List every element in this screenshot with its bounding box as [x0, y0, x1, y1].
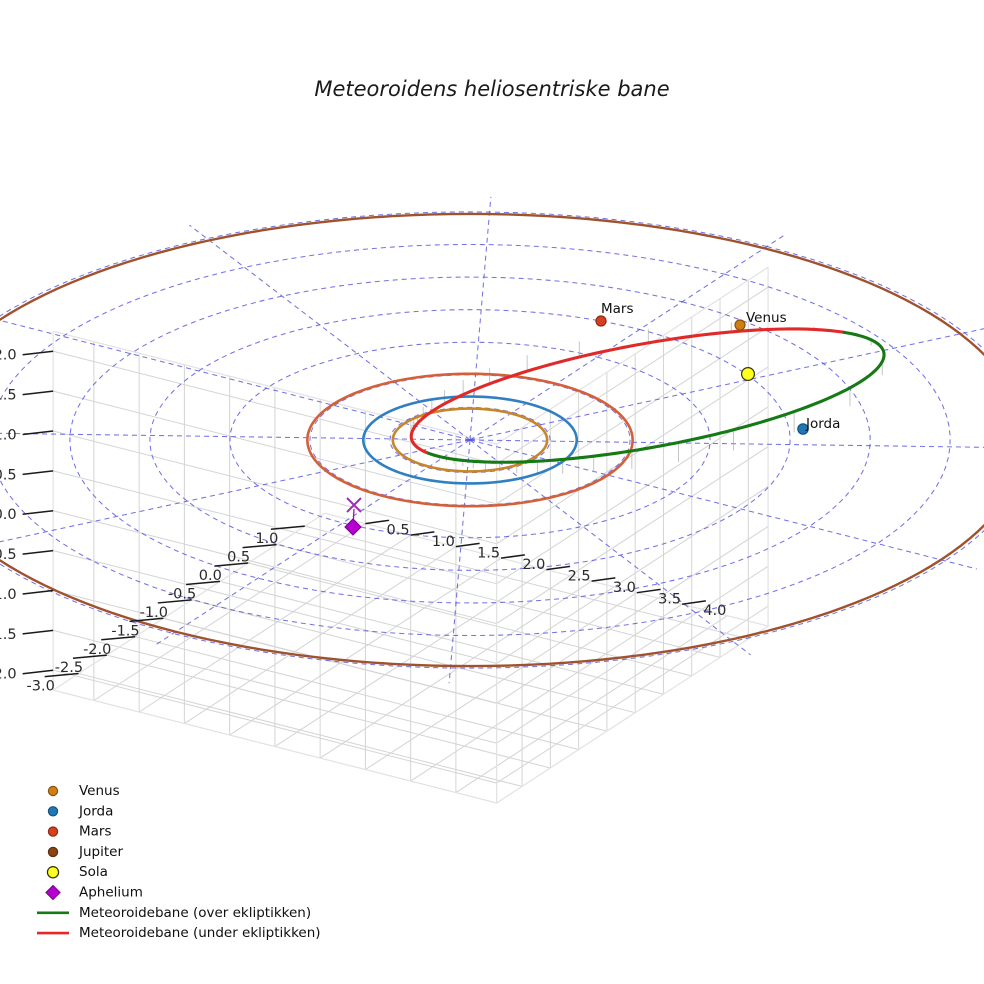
xtick-8: 1.0: [255, 531, 278, 547]
ytick-2: 1.5: [477, 545, 500, 561]
legend-marker-mars: [47, 826, 59, 837]
ztick-5: -0.5: [0, 547, 17, 563]
ytick-5: 3.0: [613, 580, 636, 596]
ztick-2: 1.0: [0, 427, 17, 443]
legend-label-3: Jupiter: [78, 844, 123, 860]
axis-tick-labels: 2.01.51.00.50.0-0.5-1.0-1.5-2.0-3.0-2.5-…: [0, 348, 726, 695]
venus-marker: [734, 319, 746, 331]
planet-orbits: [0, 212, 984, 668]
ytick-1: 1.0: [432, 534, 455, 550]
ztick-7: -1.5: [0, 627, 17, 643]
xtick-1: -2.5: [55, 660, 83, 676]
annotation-mars: Mars: [601, 301, 634, 317]
ztick-8: -2.0: [0, 667, 17, 683]
legend-marker-jupiter: [47, 846, 59, 858]
page-title: Meteoroidens heliosentriske bane: [314, 77, 669, 101]
aphelium-cross-icon: [346, 497, 362, 513]
xtick-5: -0.5: [168, 587, 196, 603]
ztick-0: 2.0: [0, 348, 17, 364]
ytick-4: 2.5: [568, 568, 591, 584]
legend-label-2: Mars: [79, 824, 112, 840]
ztick-6: -1.0: [0, 587, 17, 603]
body-annotations: Mars Venus Jorda: [601, 301, 840, 432]
legend-marker-aphelium: [45, 884, 61, 901]
ztick-1: 1.5: [0, 388, 17, 404]
aphelium-marker: [344, 518, 362, 536]
xtick-4: -1.0: [140, 605, 168, 621]
legend-label-1: Jorda: [78, 803, 113, 819]
sun-marker: [740, 367, 755, 382]
legend-label-6: Meteoroidebane (over ekliptikken): [79, 905, 311, 921]
jorda-marker: [797, 423, 809, 435]
ytick-7: 4.0: [703, 603, 726, 619]
xtick-0: -3.0: [27, 679, 55, 695]
xtick-7: 0.5: [227, 550, 250, 566]
ztick-4: 0.0: [0, 507, 17, 523]
legend-label-0: Venus: [79, 783, 120, 799]
legend-label-7: Meteoroidebane (under ekliptikken): [79, 925, 321, 941]
ytick-6: 3.5: [658, 591, 681, 607]
legend-marker-jorda: [47, 806, 59, 817]
xtick-2: -2.0: [83, 642, 111, 658]
ytick-3: 2.0: [522, 557, 545, 573]
legend-label-5: Aphelium: [79, 885, 143, 901]
legend-marker-sola: [46, 866, 60, 879]
legend: Venus Jorda Mars Jupiter Sola Aphelium Meteoro…: [37, 783, 321, 941]
xtick-6: 0.0: [199, 568, 222, 584]
ztick-3: 0.5: [0, 467, 17, 483]
xtick-3: -1.5: [111, 623, 139, 639]
annotation-jorda: Jorda: [805, 416, 840, 432]
body-markers: [344, 315, 809, 536]
meteoroid-orbit: [409, 327, 886, 464]
annotation-venus: Venus: [746, 310, 787, 326]
mars-marker: [595, 315, 607, 327]
ytick-0: 0.5: [387, 522, 410, 538]
legend-marker-venus: [47, 785, 59, 797]
axes-panes: [52, 266, 770, 804]
legend-label-4: Sola: [79, 864, 108, 880]
